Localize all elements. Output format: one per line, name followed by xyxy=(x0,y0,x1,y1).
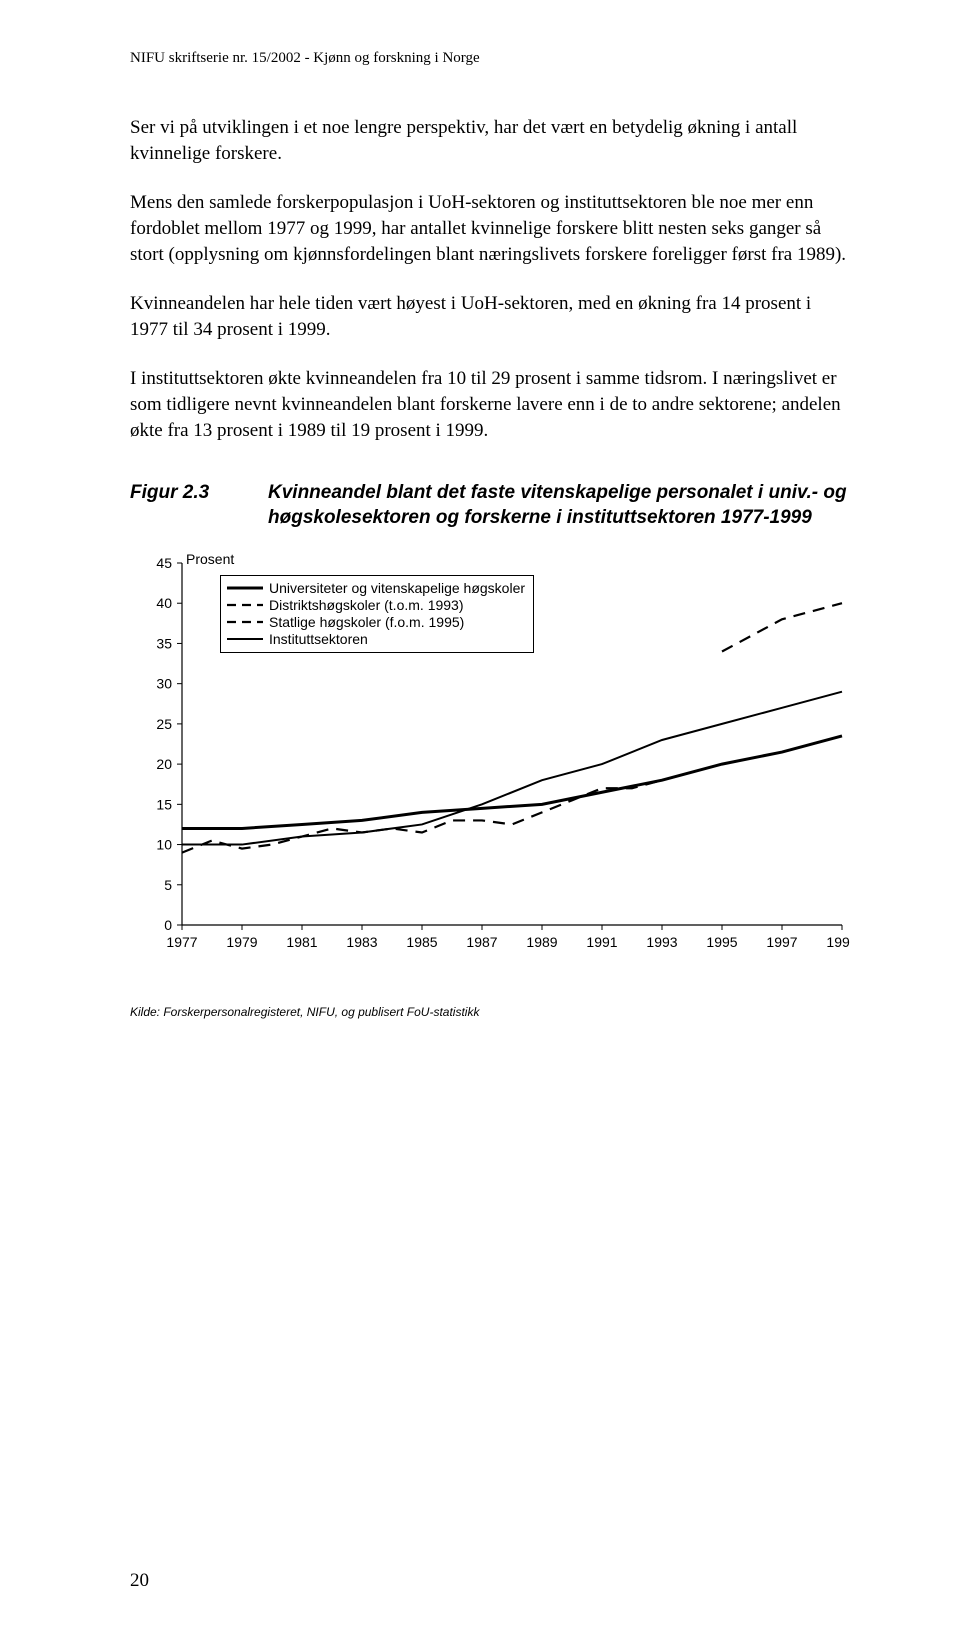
document-header: NIFU skriftserie nr. 15/2002 - Kjønn og … xyxy=(130,50,850,67)
legend-label: Distriktshøgskoler (t.o.m. 1993) xyxy=(269,597,464,613)
figure-caption: Kvinneandel blant det faste vitenskapeli… xyxy=(268,481,850,530)
svg-text:40: 40 xyxy=(156,595,172,611)
chart-legend: Universiteter og vitenskapelige høgskole… xyxy=(220,575,534,653)
source-line: Kilde: Forskerpersonalregisteret, NIFU, … xyxy=(130,1005,850,1019)
legend-swatch xyxy=(227,615,263,629)
svg-text:1993: 1993 xyxy=(646,934,677,950)
svg-text:5: 5 xyxy=(164,877,172,893)
legend-item: Statlige høgskoler (f.o.m. 1995) xyxy=(227,614,525,631)
svg-text:1989: 1989 xyxy=(526,934,557,950)
svg-text:1987: 1987 xyxy=(466,934,497,950)
svg-text:1977: 1977 xyxy=(166,934,197,950)
svg-text:45: 45 xyxy=(156,555,172,571)
svg-text:1979: 1979 xyxy=(226,934,257,950)
svg-text:1985: 1985 xyxy=(406,934,437,950)
legend-label: Statlige høgskoler (f.o.m. 1995) xyxy=(269,614,464,630)
svg-text:1981: 1981 xyxy=(286,934,317,950)
legend-label: Universiteter og vitenskapelige høgskole… xyxy=(269,580,525,596)
legend-label: Instituttsektoren xyxy=(269,631,368,647)
svg-text:1999: 1999 xyxy=(826,934,850,950)
svg-text:1991: 1991 xyxy=(586,934,617,950)
svg-text:30: 30 xyxy=(156,675,172,691)
figure-label: Figur 2.3 xyxy=(130,481,268,530)
paragraph-2: Mens den samlede forskerpopulasjon i UoH… xyxy=(130,190,850,267)
svg-text:1997: 1997 xyxy=(766,934,797,950)
svg-text:20: 20 xyxy=(156,756,172,772)
paragraph-3: Kvinneandelen har hele tiden vært høyest… xyxy=(130,291,850,342)
svg-text:1983: 1983 xyxy=(346,934,377,950)
legend-item: Distriktshøgskoler (t.o.m. 1993) xyxy=(227,597,525,614)
paragraph-1: Ser vi på utviklingen i et noe lengre pe… xyxy=(130,115,850,166)
svg-text:25: 25 xyxy=(156,716,172,732)
legend-item: Instituttsektoren xyxy=(227,631,525,648)
svg-text:15: 15 xyxy=(156,796,172,812)
svg-text:10: 10 xyxy=(156,836,172,852)
figure-heading: Figur 2.3 Kvinneandel blant det faste vi… xyxy=(130,481,850,530)
line-chart: Prosent 0 5 10 15 20 25 30 35 40 45 1977 1979 1981 19… xyxy=(130,545,850,985)
svg-text:35: 35 xyxy=(156,635,172,651)
legend-item: Universiteter og vitenskapelige høgskole… xyxy=(227,580,525,597)
legend-swatch xyxy=(227,632,263,646)
page-number: 20 xyxy=(130,1570,149,1592)
y-axis-title: Prosent xyxy=(186,551,234,567)
paragraph-4: I instituttsektoren økte kvinneandelen f… xyxy=(130,366,850,443)
svg-text:1995: 1995 xyxy=(706,934,737,950)
legend-swatch xyxy=(227,581,263,595)
svg-text:0: 0 xyxy=(164,917,172,933)
legend-swatch xyxy=(227,598,263,612)
